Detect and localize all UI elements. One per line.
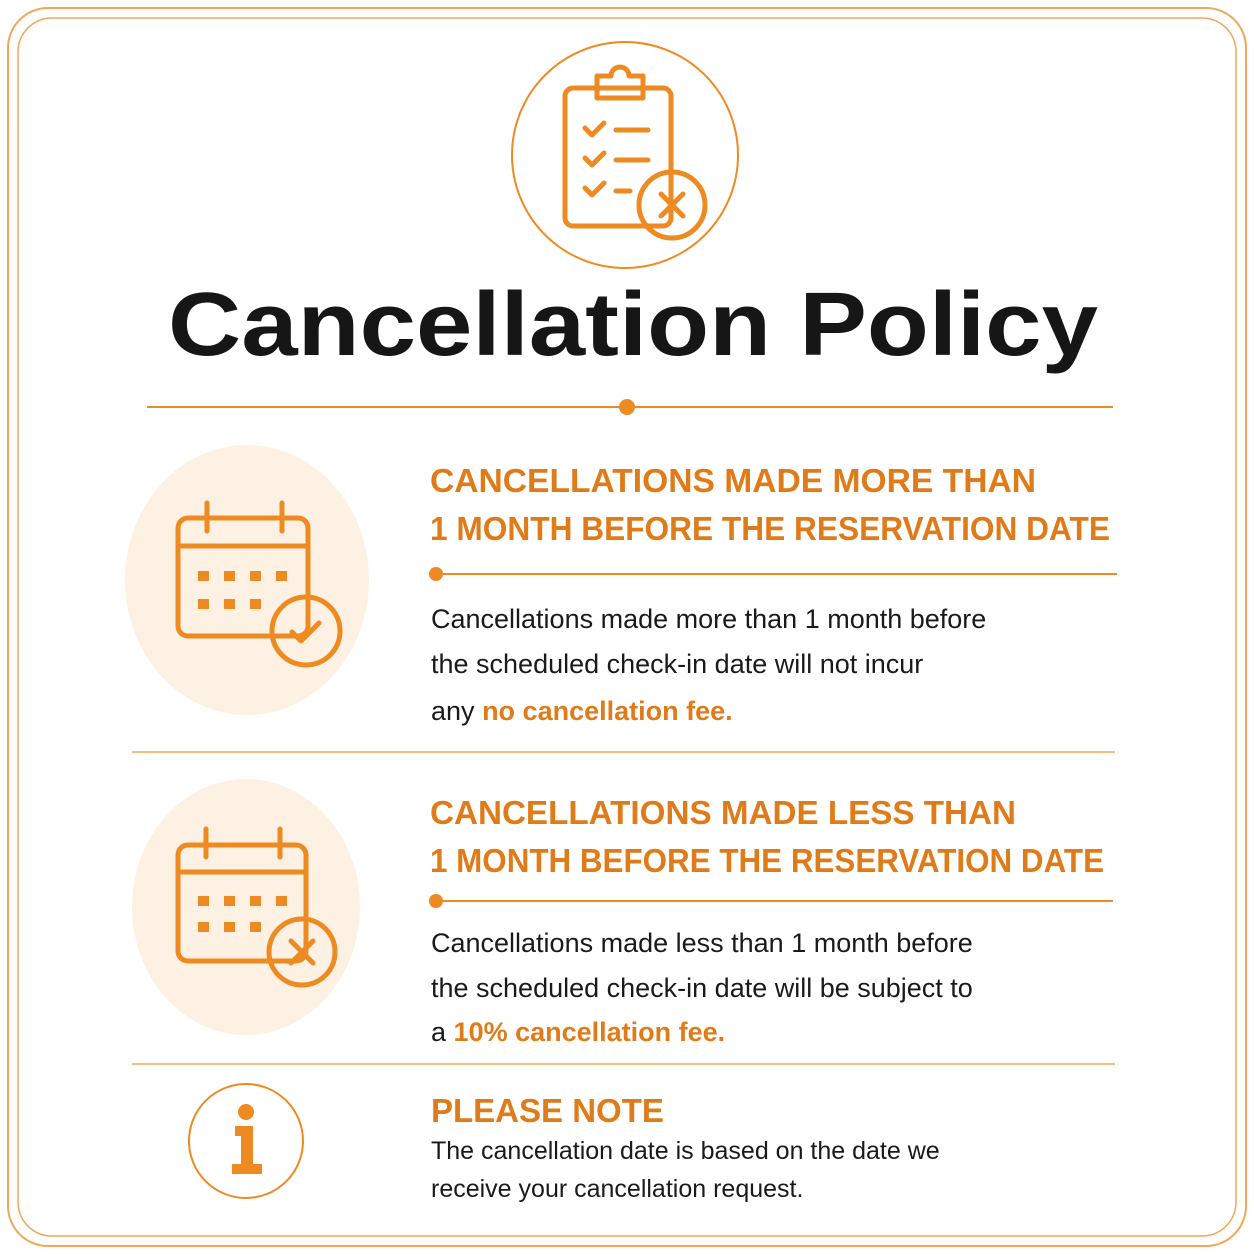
highlight: 10% cancellation fee.	[454, 1017, 726, 1047]
body-text: Cancellations made more than 1 month bef…	[431, 604, 986, 634]
note-text: The cancellation date is based on the da…	[431, 1137, 940, 1165]
body-text: any no cancellation fee.	[431, 696, 733, 726]
clipboard-icon	[511, 41, 739, 269]
page-title: Cancellation Policy	[168, 275, 1098, 375]
inner-border	[17, 17, 1237, 1237]
info-icon	[188, 1083, 304, 1199]
body-text: Cancellations made less than 1 month bef…	[431, 928, 973, 958]
divider-dot	[429, 894, 443, 908]
body-text: the scheduled check-in date will not inc…	[431, 649, 923, 679]
body-text: a	[431, 1017, 447, 1047]
note-heading: PLEASE NOTE	[431, 1092, 664, 1129]
divider-dot	[619, 399, 635, 415]
divider-dot	[429, 567, 443, 581]
body-text: the scheduled check-in date will be subj…	[431, 973, 973, 1003]
note-text: receive your cancellation request.	[431, 1175, 803, 1203]
section-heading: 1 MONTH BEFORE THE RESERVATION DATE	[430, 510, 1110, 547]
body-text: a 10% cancellation fee.	[431, 1017, 725, 1047]
highlight: no cancellation fee.	[482, 696, 733, 726]
calendar-cross-icon	[175, 826, 338, 988]
icon-backdrop	[132, 779, 360, 1035]
section-heading: CANCELLATIONS MADE MORE THAN	[430, 462, 1036, 499]
section-heading: 1 MONTH BEFORE THE RESERVATION DATE	[430, 842, 1104, 879]
body-text: any	[431, 696, 475, 726]
calendar-check-icon	[175, 500, 343, 668]
icon-backdrop	[125, 445, 369, 715]
section-heading: CANCELLATIONS MADE LESS THAN	[430, 794, 1016, 831]
